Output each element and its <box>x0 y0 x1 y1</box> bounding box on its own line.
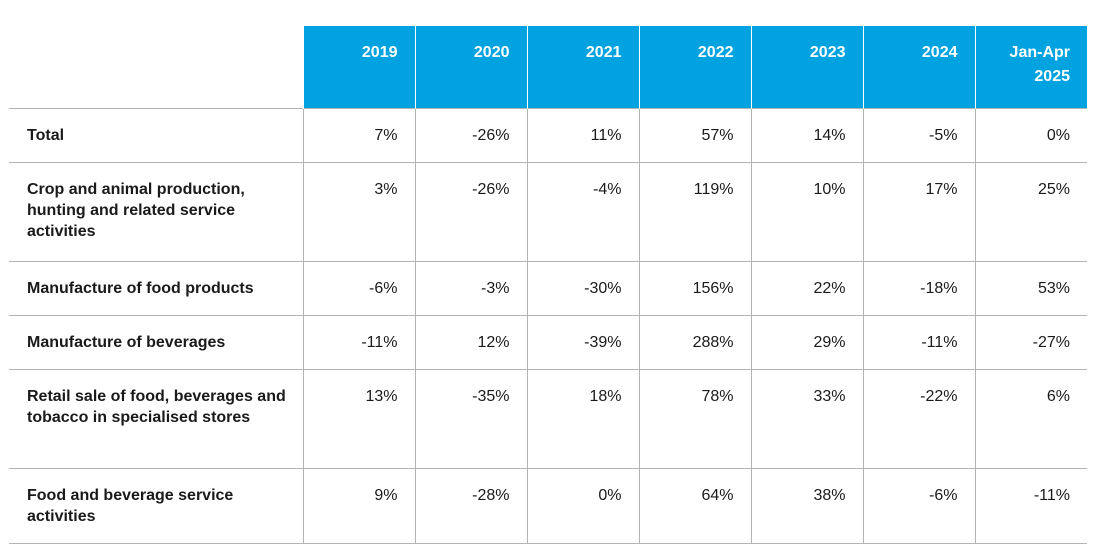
table-cell: 22% <box>750 261 863 316</box>
table-cell: 38% <box>750 468 863 544</box>
table-cell: 18% <box>526 369 639 469</box>
table-cell: -11% <box>974 468 1087 544</box>
table-cell: -26% <box>414 162 527 262</box>
table-cell: 29% <box>750 315 863 370</box>
table-cell: -22% <box>862 369 975 469</box>
table-cell: 156% <box>638 261 751 316</box>
table-cell: 6% <box>974 369 1087 469</box>
column-header: 2022 <box>638 26 751 109</box>
table-cell: -11% <box>862 315 975 370</box>
column-header: 2020 <box>414 26 527 109</box>
table-cell: 25% <box>974 162 1087 262</box>
table-cell: 33% <box>750 369 863 469</box>
row-label: Manufacture of food products <box>9 261 303 316</box>
table-cell: 13% <box>302 369 415 469</box>
table-cell: 3% <box>302 162 415 262</box>
table-cell: -3% <box>414 261 527 316</box>
table-row: Manufacture of beverages -11% 12% -39% 2… <box>9 315 1087 370</box>
table-cell: 288% <box>638 315 751 370</box>
table-cell: 64% <box>638 468 751 544</box>
table-cell: -11% <box>302 315 415 370</box>
row-label: Manufacture of beverages <box>9 315 303 370</box>
table-row: Crop and animal production, hunting and … <box>9 162 1087 262</box>
column-header: 2023 <box>750 26 863 109</box>
table-cell: 53% <box>974 261 1087 316</box>
column-header: 2024 <box>862 26 975 109</box>
row-label: Retail sale of food, beverages and tobac… <box>9 369 303 469</box>
table-cell: 9% <box>302 468 415 544</box>
table-cell: -35% <box>414 369 527 469</box>
table-cell: -4% <box>526 162 639 262</box>
table-cell: -28% <box>414 468 527 544</box>
table-row: Retail sale of food, beverages and tobac… <box>9 369 1087 469</box>
table-cell: 0% <box>526 468 639 544</box>
table-cell: 7% <box>302 108 415 163</box>
table-cell: -27% <box>974 315 1087 370</box>
table-cell: 78% <box>638 369 751 469</box>
table-cell: 57% <box>638 108 751 163</box>
header-corner <box>9 26 303 109</box>
data-table: 2019 2020 2021 2022 2023 2024 Jan-Apr 20… <box>9 26 1087 544</box>
table-row: Manufacture of food products -6% -3% -30… <box>9 261 1087 316</box>
table-row: Total 7% -26% 11% 57% 14% -5% 0% <box>9 108 1087 163</box>
table-cell: -6% <box>862 468 975 544</box>
table-cell: -39% <box>526 315 639 370</box>
column-header: 2019 <box>302 26 415 109</box>
table-cell: 17% <box>862 162 975 262</box>
row-label: Crop and animal production, hunting and … <box>9 162 303 262</box>
table-cell: -5% <box>862 108 975 163</box>
column-header: 2021 <box>526 26 639 109</box>
table-cell: -6% <box>302 261 415 316</box>
row-label: Food and beverage service activities <box>9 468 303 544</box>
table-cell: 12% <box>414 315 527 370</box>
row-label: Total <box>9 108 303 163</box>
header-row: 2019 2020 2021 2022 2023 2024 Jan-Apr 20… <box>9 26 1087 109</box>
table-cell: 119% <box>638 162 751 262</box>
table-cell: 11% <box>526 108 639 163</box>
table-cell: -18% <box>862 261 975 316</box>
table-cell: -30% <box>526 261 639 316</box>
table-cell: -26% <box>414 108 527 163</box>
column-header: Jan-Apr 2025 <box>974 26 1087 109</box>
table-cell: 10% <box>750 162 863 262</box>
table-row: Food and beverage service activities 9% … <box>9 468 1087 544</box>
table-cell: 0% <box>974 108 1087 163</box>
table-cell: 14% <box>750 108 863 163</box>
